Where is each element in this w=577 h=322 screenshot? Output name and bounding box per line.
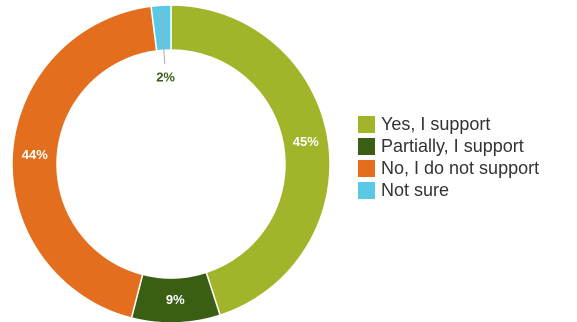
legend-swatch-no [358,159,375,177]
legend: Yes, I support Partially, I support No, … [358,113,539,201]
legend-item-no: No, I do not support [358,157,539,179]
legend-label-no: No, I do not support [381,157,540,178]
slice-yes [170,4,331,317]
legend-item-yes: Yes, I support [358,113,539,135]
legend-swatch-partially [358,137,375,155]
legend-swatch-not-sure [358,181,375,199]
slice-label-no: 44% [22,147,48,162]
slice-no [11,5,158,319]
legend-item-partially: Partially, I support [358,135,539,157]
slice-not-sure [150,4,172,52]
legend-item-not-sure: Not sure [358,179,539,201]
legend-label-yes: Yes, I support [381,113,491,134]
legend-label-partially: Partially, I support [381,135,524,156]
legend-label-not-sure: Not sure [381,179,450,200]
legend-swatch-yes [358,115,375,133]
slice-label-yes: 45% [293,134,319,149]
leader-line-not-sure [160,11,166,65]
slice-label-not-sure: 2% [156,70,175,85]
donut-svg: 45% 9% 44% 2% [11,4,331,322]
slice-label-partially: 9% [166,292,185,307]
